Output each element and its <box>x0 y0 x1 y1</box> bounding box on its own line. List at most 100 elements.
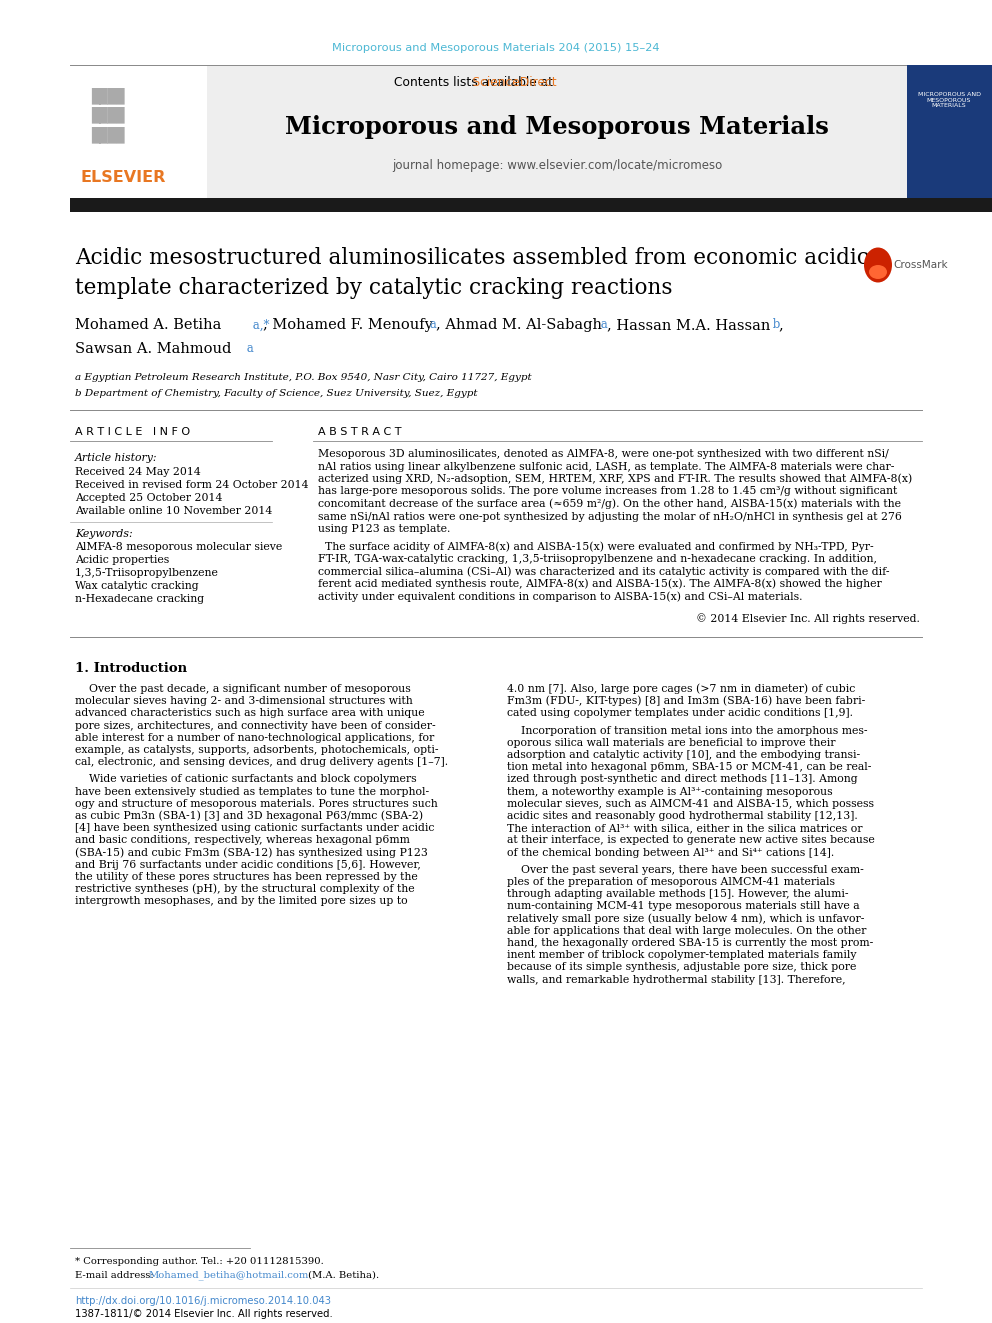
Text: The interaction of Al³⁺ with silica, either in the silica matrices or: The interaction of Al³⁺ with silica, eit… <box>507 823 862 833</box>
Bar <box>207 65 907 198</box>
Text: Over the past decade, a significant number of mesoporous: Over the past decade, a significant numb… <box>75 684 411 695</box>
Text: Mohamed A. Betiha: Mohamed A. Betiha <box>75 318 221 332</box>
Bar <box>70 65 207 198</box>
Text: Wax catalytic cracking: Wax catalytic cracking <box>75 581 198 591</box>
Text: (M.A. Betiha).: (M.A. Betiha). <box>305 1270 379 1279</box>
Text: advanced characteristics such as high surface area with unique: advanced characteristics such as high su… <box>75 708 425 718</box>
Text: a Egyptian Petroleum Research Institute, P.O. Box 9540, Nasr City, Cairo 11727, : a Egyptian Petroleum Research Institute,… <box>75 373 532 382</box>
Text: MICROPOROUS AND
MESOPOROUS
MATERIALS: MICROPOROUS AND MESOPOROUS MATERIALS <box>918 91 980 108</box>
Text: Over the past several years, there have been successful exam-: Over the past several years, there have … <box>507 865 864 875</box>
Text: them, a noteworthy example is Al³⁺-containing mesoporous: them, a noteworthy example is Al³⁺-conta… <box>507 787 832 796</box>
Text: 1,3,5-Triisopropylbenzene: 1,3,5-Triisopropylbenzene <box>75 568 219 578</box>
Text: molecular sieves, such as AlMCM-41 and AlSBA-15, which possess: molecular sieves, such as AlMCM-41 and A… <box>507 799 874 808</box>
Text: (SBA-15) and cubic Fm3m (SBA-12) has synthesized using P123: (SBA-15) and cubic Fm3m (SBA-12) has syn… <box>75 847 428 857</box>
Text: relatively small pore size (usually below 4 nm), which is unfavor-: relatively small pore size (usually belo… <box>507 913 864 923</box>
Text: Received in revised form 24 October 2014: Received in revised form 24 October 2014 <box>75 480 309 490</box>
Text: Fm3m (FDU-, KIT-types) [8] and Im3m (SBA-16) have been fabri-: Fm3m (FDU-, KIT-types) [8] and Im3m (SBA… <box>507 696 865 706</box>
Text: AlMFA-8 mesoporous molecular sieve: AlMFA-8 mesoporous molecular sieve <box>75 542 283 552</box>
Text: through adapting available methods [15]. However, the alumi-: through adapting available methods [15].… <box>507 889 848 900</box>
Text: nAl ratios using linear alkylbenzene sulfonic acid, LASH, as template. The AlMFA: nAl ratios using linear alkylbenzene sul… <box>318 462 895 471</box>
Text: activity under equivalent conditions in comparison to AlSBA-15(x) and CSi–Al mat: activity under equivalent conditions in … <box>318 591 803 602</box>
Text: b: b <box>769 319 781 332</box>
Text: able for applications that deal with large molecules. On the other: able for applications that deal with lar… <box>507 926 866 935</box>
Text: , Hassan M.A. Hassan: , Hassan M.A. Hassan <box>607 318 771 332</box>
Ellipse shape <box>869 265 887 279</box>
Text: same nSi/nAl ratios were one-pot synthesized by adjusting the molar of nH₂O/nHCl: same nSi/nAl ratios were one-pot synthes… <box>318 512 902 521</box>
Text: A B S T R A C T: A B S T R A C T <box>318 427 402 437</box>
Text: cated using copolymer templates under acidic conditions [1,9].: cated using copolymer templates under ac… <box>507 708 853 718</box>
Text: at their interface, is expected to generate new active sites because: at their interface, is expected to gener… <box>507 835 875 845</box>
Text: example, as catalysts, supports, adsorbents, photochemicals, opti-: example, as catalysts, supports, adsorbe… <box>75 745 438 755</box>
Text: CrossMark: CrossMark <box>893 261 947 270</box>
Text: * Corresponding author. Tel.: +20 01112815390.: * Corresponding author. Tel.: +20 011128… <box>75 1257 323 1266</box>
Text: inent member of triblock copolymer-templated materials family: inent member of triblock copolymer-templ… <box>507 950 856 960</box>
Text: a,*: a,* <box>249 319 270 332</box>
Text: , Mohamed F. Menoufy: , Mohamed F. Menoufy <box>263 318 433 332</box>
Text: n-Hexadecane cracking: n-Hexadecane cracking <box>75 594 204 605</box>
Text: ples of the preparation of mesoporous AlMCM-41 materials: ples of the preparation of mesoporous Al… <box>507 877 835 886</box>
Text: a: a <box>597 319 608 332</box>
Text: concomitant decrease of the surface area (≈659 m²/g). On the other hand, AlSBA-1: concomitant decrease of the surface area… <box>318 499 901 509</box>
Text: Mesoporous 3D aluminosilicates, denoted as AlMFA-8, were one-pot synthesized wit: Mesoporous 3D aluminosilicates, denoted … <box>318 448 889 459</box>
Bar <box>70 198 992 212</box>
Text: 1. Introduction: 1. Introduction <box>75 663 187 676</box>
Text: using P123 as template.: using P123 as template. <box>318 524 450 534</box>
Text: pore sizes, architectures, and connectivity have been of consider-: pore sizes, architectures, and connectiv… <box>75 721 435 730</box>
Text: cal, electronic, and sensing devices, and drug delivery agents [1–7].: cal, electronic, and sensing devices, an… <box>75 757 448 767</box>
Text: has large-pore mesoporous solids. The pore volume increases from 1.28 to 1.45 cm: has large-pore mesoporous solids. The po… <box>318 487 897 496</box>
Text: b Department of Chemistry, Faculty of Science, Suez University, Suez, Egypt: b Department of Chemistry, Faculty of Sc… <box>75 389 477 397</box>
Text: Keywords:: Keywords: <box>75 529 133 538</box>
Text: tion metal into hexagonal p6mm, SBA-15 or MCM-41, can be real-: tion metal into hexagonal p6mm, SBA-15 o… <box>507 762 871 773</box>
Text: the utility of these pores structures has been repressed by the: the utility of these pores structures ha… <box>75 872 418 882</box>
Text: Microporous and Mesoporous Materials: Microporous and Mesoporous Materials <box>285 115 829 139</box>
Text: a: a <box>426 319 436 332</box>
Text: a: a <box>243 343 254 356</box>
Text: Acidic properties: Acidic properties <box>75 556 170 565</box>
Text: molecular sieves having 2- and 3-dimensional structures with: molecular sieves having 2- and 3-dimensi… <box>75 696 413 706</box>
Text: have been extensively studied as templates to tune the morphol-: have been extensively studied as templat… <box>75 787 430 796</box>
Text: Mohamed_betiha@hotmail.com: Mohamed_betiha@hotmail.com <box>148 1270 309 1279</box>
Text: A R T I C L E   I N F O: A R T I C L E I N F O <box>75 427 190 437</box>
Text: 1387-1811/© 2014 Elsevier Inc. All rights reserved.: 1387-1811/© 2014 Elsevier Inc. All right… <box>75 1308 332 1319</box>
Text: Article history:: Article history: <box>75 452 158 463</box>
Text: Available online 10 November 2014: Available online 10 November 2014 <box>75 505 272 516</box>
Text: © 2014 Elsevier Inc. All rights reserved.: © 2014 Elsevier Inc. All rights reserved… <box>696 614 920 624</box>
Text: hand, the hexagonally ordered SBA-15 is currently the most prom-: hand, the hexagonally ordered SBA-15 is … <box>507 938 873 949</box>
Text: Acidic mesostructured aluminosilicates assembled from economic acidic: Acidic mesostructured aluminosilicates a… <box>75 247 869 269</box>
Text: Incorporation of transition metal ions into the amorphous mes-: Incorporation of transition metal ions i… <box>507 725 867 736</box>
Text: ████
████
████: ████ ████ ████ <box>91 87 125 143</box>
Text: Wide varieties of cationic surfactants and block copolymers: Wide varieties of cationic surfactants a… <box>75 774 417 785</box>
Text: oporous silica wall materials are beneficial to improve their: oporous silica wall materials are benefi… <box>507 738 835 747</box>
Text: Sawsan A. Mahmoud: Sawsan A. Mahmoud <box>75 343 231 356</box>
Text: ,: , <box>778 318 783 332</box>
Text: num-containing MCM-41 type mesoporous materials still have a: num-containing MCM-41 type mesoporous ma… <box>507 901 860 912</box>
Text: ScienceDirect: ScienceDirect <box>364 77 557 90</box>
Ellipse shape <box>864 247 892 283</box>
Text: E-mail address:: E-mail address: <box>75 1270 157 1279</box>
Text: The surface acidity of AlMFA-8(x) and AlSBA-15(x) were evaluated and confirmed b: The surface acidity of AlMFA-8(x) and Al… <box>318 541 874 552</box>
Text: ferent acid mediated synthesis route, AlMFA-8(x) and AlSBA-15(x). The AlMFA-8(x): ferent acid mediated synthesis route, Al… <box>318 578 882 589</box>
Text: able interest for a number of nano-technological applications, for: able interest for a number of nano-techn… <box>75 733 434 742</box>
Text: Accepted 25 October 2014: Accepted 25 October 2014 <box>75 493 222 503</box>
Text: Contents lists available at: Contents lists available at <box>394 77 557 90</box>
Text: ELSEVIER: ELSEVIER <box>80 171 166 185</box>
Text: intergrowth mesophases, and by the limited pore sizes up to: intergrowth mesophases, and by the limit… <box>75 897 408 906</box>
Text: http://dx.doi.org/10.1016/j.micromeso.2014.10.043: http://dx.doi.org/10.1016/j.micromeso.20… <box>75 1297 331 1306</box>
Bar <box>907 65 992 198</box>
Text: , Ahmad M. Al-Sabagh: , Ahmad M. Al-Sabagh <box>436 318 602 332</box>
Text: Microporous and Mesoporous Materials 204 (2015) 15–24: Microporous and Mesoporous Materials 204… <box>332 44 660 53</box>
Text: adsorption and catalytic activity [10], and the embodying transi-: adsorption and catalytic activity [10], … <box>507 750 860 759</box>
Text: because of its simple synthesis, adjustable pore size, thick pore: because of its simple synthesis, adjusta… <box>507 962 856 972</box>
Text: restrictive syntheses (pH), by the structural complexity of the: restrictive syntheses (pH), by the struc… <box>75 884 415 894</box>
Text: of the chemical bonding between Al³⁺ and Si⁴⁺ cations [14].: of the chemical bonding between Al³⁺ and… <box>507 848 834 857</box>
Text: commercial silica–alumina (CSi–Al) was characterized and its catalytic activity : commercial silica–alumina (CSi–Al) was c… <box>318 566 890 577</box>
Text: acterized using XRD, N₂-adsoption, SEM, HRTEM, XRF, XPS and FT-IR. The results s: acterized using XRD, N₂-adsoption, SEM, … <box>318 474 913 484</box>
Text: and basic conditions, respectively, whereas hexagonal p6mm: and basic conditions, respectively, wher… <box>75 835 410 845</box>
Text: ized through post-synthetic and direct methods [11–13]. Among: ized through post-synthetic and direct m… <box>507 774 858 785</box>
Text: FT-IR, TGA-wax-catalytic cracking, 1,3,5-triisopropylbenzene and n-hexadecane cr: FT-IR, TGA-wax-catalytic cracking, 1,3,5… <box>318 554 877 564</box>
Text: acidic sites and reasonably good hydrothermal stability [12,13].: acidic sites and reasonably good hydroth… <box>507 811 858 822</box>
Text: 4.0 nm [7]. Also, large pore cages (>7 nm in diameter) of cubic: 4.0 nm [7]. Also, large pore cages (>7 n… <box>507 684 855 695</box>
Text: journal homepage: www.elsevier.com/locate/micromeso: journal homepage: www.elsevier.com/locat… <box>392 159 722 172</box>
Text: walls, and remarkable hydrothermal stability [13]. Therefore,: walls, and remarkable hydrothermal stabi… <box>507 975 845 984</box>
Text: Received 24 May 2014: Received 24 May 2014 <box>75 467 200 478</box>
